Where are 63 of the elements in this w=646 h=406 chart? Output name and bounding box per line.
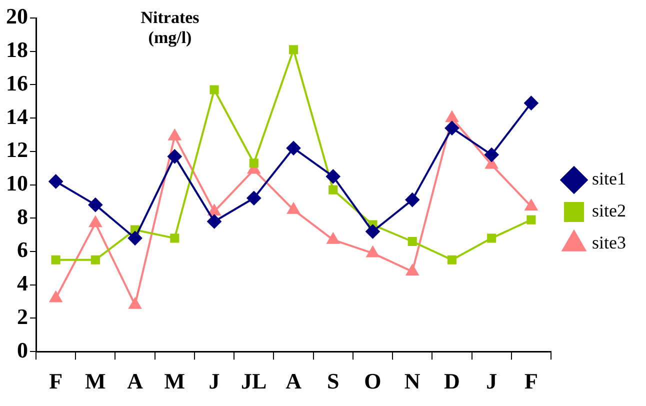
- x-tick-label: D: [444, 368, 460, 394]
- x-tick-label: O: [364, 368, 382, 394]
- point: [210, 85, 219, 94]
- point: [168, 149, 182, 164]
- point: [170, 234, 180, 243]
- y-tick-label: 2: [17, 304, 28, 329]
- x-tick-label: A: [286, 368, 302, 394]
- x-tick-label: S: [326, 368, 340, 394]
- point: [88, 198, 102, 212]
- legend-label: site3: [592, 232, 626, 253]
- x-tick-label: F: [524, 368, 538, 394]
- point: [48, 174, 63, 188]
- point: [406, 264, 419, 276]
- point: [168, 129, 181, 140]
- y-tick-label: 4: [17, 270, 28, 296]
- x-tick-label: M: [164, 368, 186, 394]
- point: [128, 298, 142, 309]
- x-tick-label: A: [127, 368, 144, 394]
- point: [526, 215, 536, 224]
- point: [447, 255, 456, 264]
- point: [326, 232, 340, 244]
- point: [326, 169, 340, 184]
- y-tick-label: 18: [6, 37, 28, 62]
- point: [89, 216, 102, 228]
- point: [525, 199, 538, 210]
- y-tick-label: 20: [6, 4, 28, 29]
- point: [288, 45, 298, 54]
- chart-title: Nitrates (mg/l): [140, 8, 200, 48]
- point: [90, 255, 100, 264]
- legend-label: site1: [592, 168, 626, 189]
- x-tick-label: M: [85, 368, 106, 394]
- point: [50, 291, 62, 302]
- y-tick-label: 6: [17, 237, 28, 262]
- y-tick-label: 12: [6, 137, 28, 162]
- point: [208, 204, 220, 216]
- point: [408, 236, 417, 246]
- point: [287, 202, 300, 214]
- legend-label: site2: [592, 200, 626, 221]
- y-tick-label: 10: [6, 170, 28, 196]
- point: [328, 185, 338, 194]
- point: [446, 111, 458, 122]
- point: [444, 121, 459, 136]
- point: [249, 158, 258, 168]
- y-tick-label: 0: [17, 337, 28, 362]
- x-tick-label: N: [404, 368, 420, 394]
- x-tick-label: JL: [241, 368, 267, 394]
- point: [366, 246, 379, 258]
- x-tick-label: F: [49, 368, 63, 394]
- y-tick-label: 8: [17, 204, 28, 229]
- point: [524, 96, 538, 110]
- point: [286, 141, 300, 156]
- point: [405, 192, 420, 207]
- point: [487, 234, 496, 243]
- y-tick-label: 14: [6, 104, 28, 129]
- point: [51, 255, 60, 264]
- point: [207, 214, 222, 228]
- point: [246, 191, 261, 206]
- x-tick-label: J: [208, 368, 220, 394]
- x-tick-label: J: [486, 368, 498, 394]
- y-tick-label: 16: [6, 70, 28, 96]
- point: [484, 148, 499, 162]
- point: [366, 224, 380, 239]
- point: [128, 231, 142, 246]
